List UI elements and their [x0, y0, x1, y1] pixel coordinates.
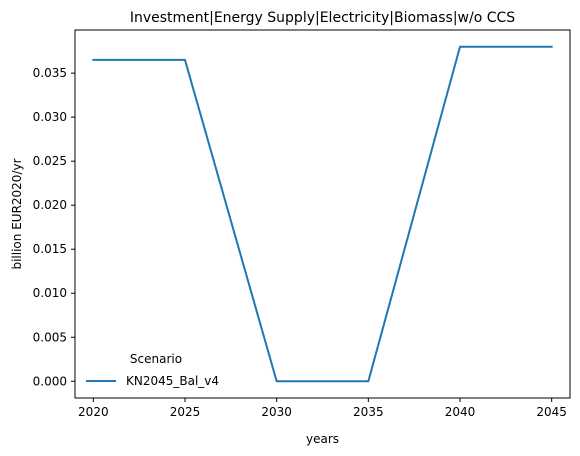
x-tick-label: 2030 [261, 405, 292, 419]
x-tick-label: 2045 [536, 405, 567, 419]
series-line [92, 45, 553, 383]
y-ticks: 0.000 0.005 0.010 0.015 0.020 0.025 0.030 0.035 [33, 66, 75, 388]
y-tick-label: 0.005 [33, 330, 67, 344]
y-tick-label: 0.000 [33, 374, 67, 388]
y-tick-label: 0.015 [33, 242, 67, 256]
y-tick-label: 0.035 [33, 66, 67, 80]
legend: Scenario KN2045_Bal_v4 [86, 352, 219, 388]
y-tick-label: 0.020 [33, 198, 67, 212]
legend-entry-label: KN2045_Bal_v4 [126, 374, 219, 388]
y-tick-label: 0.030 [33, 110, 67, 124]
x-ticks: 2020 2025 2030 2035 2040 2045 [78, 398, 567, 419]
x-tick-label: 2020 [78, 405, 109, 419]
legend-title: Scenario [130, 352, 182, 366]
plot-area [74, 29, 571, 399]
y-axis-label: billion EUR2020/yr [10, 158, 24, 269]
series-layer [92, 45, 553, 383]
chart-title: Investment|Energy Supply|Electricity|Bio… [130, 10, 515, 26]
x-tick-label: 2025 [170, 405, 201, 419]
y-tick-label: 0.025 [33, 154, 67, 168]
x-axis-label: years [306, 432, 339, 446]
x-tick-label: 2035 [353, 405, 384, 419]
x-tick-label: 2040 [445, 405, 476, 419]
y-tick-label: 0.010 [33, 286, 67, 300]
